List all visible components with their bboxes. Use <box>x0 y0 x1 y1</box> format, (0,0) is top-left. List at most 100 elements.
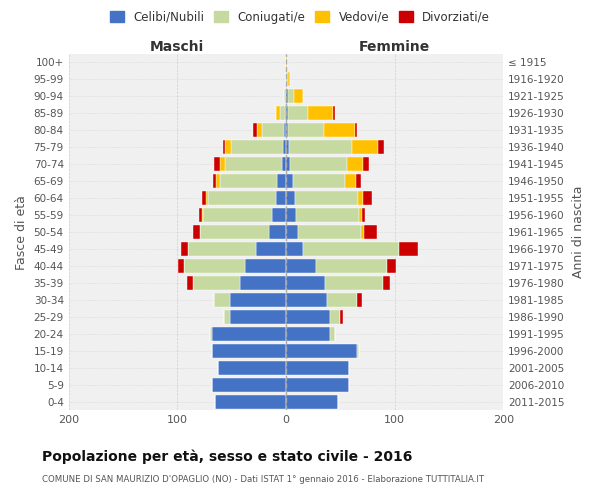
Bar <box>203 208 272 222</box>
Bar <box>286 361 349 374</box>
Bar <box>262 124 284 138</box>
Y-axis label: Fasce di età: Fasce di età <box>15 194 28 270</box>
Bar <box>215 394 286 408</box>
Bar <box>286 191 295 205</box>
Bar <box>218 361 286 374</box>
Bar <box>286 140 289 154</box>
Bar <box>230 310 286 324</box>
Bar <box>364 225 377 239</box>
Bar <box>269 225 286 239</box>
Bar <box>286 225 298 239</box>
Bar <box>298 225 361 239</box>
Bar <box>276 106 280 120</box>
Bar <box>193 225 200 239</box>
Bar <box>333 106 335 120</box>
Bar <box>387 259 396 273</box>
Bar <box>362 208 365 222</box>
Bar <box>290 158 347 171</box>
Y-axis label: Anni di nascita: Anni di nascita <box>572 186 585 278</box>
Bar <box>329 327 335 341</box>
Bar <box>210 327 212 341</box>
Bar <box>399 242 418 256</box>
Bar <box>213 174 217 188</box>
Bar <box>230 293 286 307</box>
Bar <box>286 90 288 104</box>
Text: Popolazione per età, sesso e stato civile - 2016: Popolazione per età, sesso e stato civil… <box>42 450 412 464</box>
Bar <box>286 259 316 273</box>
Bar <box>286 106 288 120</box>
Bar <box>286 378 349 392</box>
Bar <box>256 242 286 256</box>
Bar <box>253 124 257 138</box>
Bar <box>202 191 206 205</box>
Bar <box>285 106 286 120</box>
Bar <box>383 276 391 290</box>
Bar <box>286 293 328 307</box>
Bar <box>286 72 288 86</box>
Bar <box>352 140 379 154</box>
Bar <box>199 208 202 222</box>
Bar <box>245 259 286 273</box>
Bar <box>187 276 193 290</box>
Bar <box>286 158 290 171</box>
Bar <box>220 158 225 171</box>
Bar <box>288 72 290 86</box>
Bar <box>284 124 286 138</box>
Bar <box>289 140 352 154</box>
Bar <box>316 259 387 273</box>
Bar <box>208 191 276 205</box>
Bar <box>286 327 329 341</box>
Bar <box>286 208 296 222</box>
Bar <box>217 174 220 188</box>
Bar <box>286 344 357 358</box>
Bar <box>288 124 324 138</box>
Bar <box>280 106 285 120</box>
Bar <box>329 310 340 324</box>
Bar <box>230 140 283 154</box>
Bar <box>286 394 338 408</box>
Bar <box>212 327 286 341</box>
Bar <box>284 90 286 104</box>
Bar <box>224 310 230 324</box>
Bar <box>363 158 368 171</box>
Bar <box>193 276 241 290</box>
Bar <box>181 242 188 256</box>
Bar <box>188 242 256 256</box>
Bar <box>288 90 293 104</box>
Bar <box>212 344 286 358</box>
Bar <box>286 242 304 256</box>
Bar <box>286 124 288 138</box>
Bar <box>225 140 230 154</box>
Bar <box>202 208 203 222</box>
Bar <box>356 174 361 188</box>
Bar <box>358 191 363 205</box>
Bar <box>206 191 208 205</box>
Bar <box>288 106 308 120</box>
Bar <box>379 140 384 154</box>
Bar <box>272 208 286 222</box>
Bar <box>178 259 184 273</box>
Bar <box>325 276 383 290</box>
Bar <box>347 158 363 171</box>
Bar <box>212 378 286 392</box>
Bar <box>308 106 333 120</box>
Bar <box>286 310 329 324</box>
Bar <box>184 259 245 273</box>
Text: Maschi: Maschi <box>150 40 205 54</box>
Bar <box>296 208 359 222</box>
Bar <box>304 242 399 256</box>
Text: COMUNE DI SAN MAURIZIO D'OPAGLIO (NO) - Dati ISTAT 1° gennaio 2016 - Elaborazion: COMUNE DI SAN MAURIZIO D'OPAGLIO (NO) - … <box>42 475 484 484</box>
Bar <box>241 276 286 290</box>
Bar <box>324 124 355 138</box>
Bar <box>214 158 220 171</box>
Bar <box>276 191 286 205</box>
Bar <box>340 310 343 324</box>
Text: Femmine: Femmine <box>359 40 430 54</box>
Bar <box>283 140 286 154</box>
Bar <box>295 191 358 205</box>
Bar <box>293 174 345 188</box>
Bar <box>361 225 364 239</box>
Bar <box>286 56 287 70</box>
Legend: Celibi/Nubili, Coniugati/e, Vedovi/e, Divorziati/e: Celibi/Nubili, Coniugati/e, Vedovi/e, Di… <box>105 6 495 28</box>
Bar <box>293 90 304 104</box>
